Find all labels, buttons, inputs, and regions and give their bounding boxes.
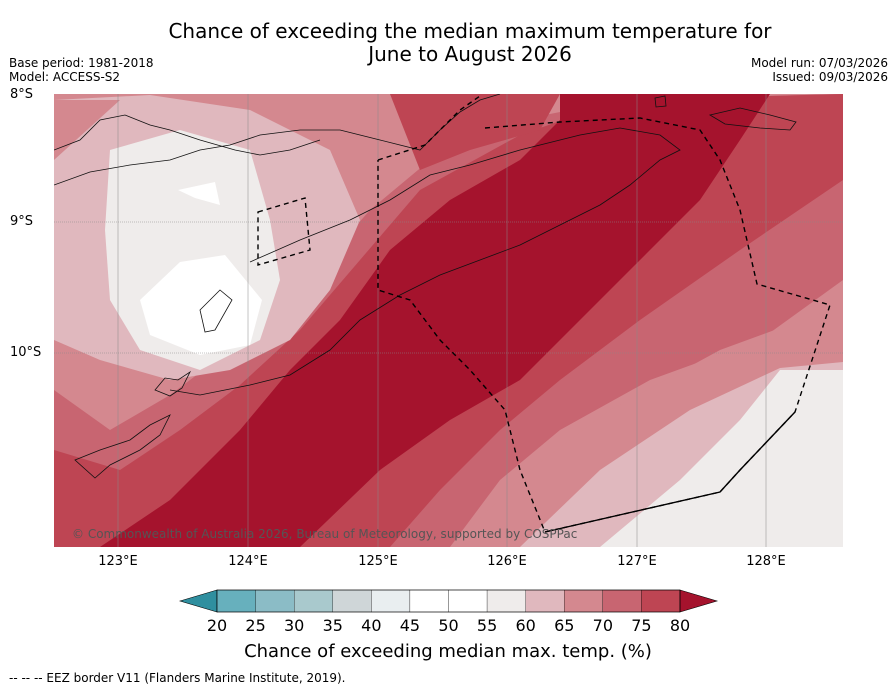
colorbar-cell	[332, 589, 372, 613]
colorbar-cell	[409, 589, 449, 613]
colorbar-cell	[641, 589, 681, 613]
coast-flores-north	[54, 94, 501, 186]
lat-label-9s: 9°S	[10, 214, 34, 229]
eez-australia-segment	[544, 411, 796, 533]
coast-semau	[199, 289, 233, 333]
colorbar-cell	[564, 589, 603, 613]
model-name: Model: ACCESS-S2	[9, 70, 121, 84]
field-nw-corner	[54, 100, 120, 160]
colorbar-cell	[602, 589, 642, 613]
eez-borders	[257, 95, 831, 533]
colorbar-tick-label: 25	[245, 616, 266, 635]
field-above-80	[100, 94, 770, 547]
colorbar-cell	[216, 589, 256, 613]
eez-wetar-strait	[377, 95, 481, 161]
colorbar-extend-high	[679, 589, 719, 613]
colorbar-label: Chance of exceeding median max. temp. (%…	[244, 641, 652, 662]
issued-date: Issued: 09/03/2026	[772, 70, 888, 84]
lon-label-124e: 124°E	[228, 554, 268, 569]
colorbar-tick-label: 50	[438, 616, 459, 635]
coast-timor	[169, 127, 681, 396]
colorbar-outline	[216, 589, 681, 613]
colorbar-cell	[294, 589, 333, 613]
coast-roti	[154, 370, 192, 397]
eez-timor-leste	[377, 117, 831, 533]
colorbar-tick-label: 40	[361, 616, 382, 635]
field-timor-patch	[178, 182, 220, 205]
lon-label-128e: 128°E	[746, 554, 786, 569]
colorbar-cell	[448, 589, 488, 613]
colorbar-cell	[371, 589, 411, 613]
colorbar-cell	[525, 589, 565, 613]
meta-left: Base period: 1981-2018 Model: ACCESS-S2	[9, 56, 154, 84]
colorbar-tick-label: 45	[399, 616, 421, 635]
base-period: Base period: 1981-2018	[9, 56, 154, 70]
colorbar	[178, 589, 719, 613]
copyright-notice: © Commonwealth of Australia 2026, Bureau…	[72, 527, 578, 541]
probability-field	[54, 94, 843, 547]
colorbar-tick-label: 20	[206, 616, 228, 635]
lon-label-125e: 125°E	[358, 554, 398, 569]
colorbar-tick-label: 80	[669, 616, 691, 635]
coast-islet	[654, 95, 667, 108]
meta-right: Model run: 07/03/2026 Issued: 09/03/2026	[751, 56, 888, 84]
colorbar-extend-low	[178, 589, 218, 613]
colorbar-tick-label: 65	[554, 616, 575, 635]
coast-flores-south	[54, 114, 321, 156]
lat-label-8s: 8°S	[10, 87, 34, 102]
lon-label-123e: 123°E	[98, 554, 138, 569]
colorbar-tick-label: 35	[322, 616, 343, 635]
colorbar-cells	[216, 589, 681, 613]
map-title: Chance of exceeding the median maximum t…	[0, 20, 896, 66]
coast-sawu	[74, 414, 171, 479]
lon-label-126e: 126°E	[487, 554, 527, 569]
field-top-band	[390, 94, 560, 170]
eez-oecusse	[257, 197, 311, 266]
colorbar-tick-label: 30	[283, 616, 305, 635]
coastlines	[54, 94, 797, 479]
map-title-line2: June to August 2026	[368, 42, 572, 66]
lon-label-127e: 127°E	[617, 554, 657, 569]
colorbar-cell	[255, 589, 295, 613]
gridlines	[54, 94, 843, 547]
map-title-line1: Chance of exceeding the median maximum t…	[168, 19, 772, 43]
colorbar-tick-label: 70	[592, 616, 613, 635]
colorbar-cell	[486, 589, 526, 613]
colorbar-tick-label: 55	[476, 616, 498, 635]
model-run: Model run: 07/03/2026	[750, 56, 888, 70]
eez-footer-note: -- -- -- EEZ border V11 (Flanders Marine…	[9, 671, 346, 685]
field-timor-50-55	[140, 255, 262, 355]
lat-label-10s: 10°S	[10, 345, 42, 360]
colorbar-tick-label: 75	[631, 616, 652, 635]
colorbar-tick-label: 60	[515, 616, 536, 635]
field-se-55-60	[600, 370, 843, 547]
coast-tanimbar	[708, 107, 797, 131]
